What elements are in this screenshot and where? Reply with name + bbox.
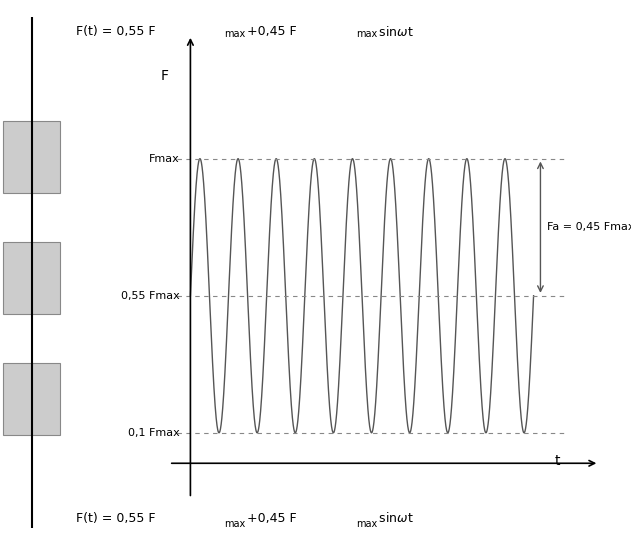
Text: sin$\omega$t: sin$\omega$t <box>375 25 415 39</box>
Text: max: max <box>357 29 378 38</box>
Text: +0,45 F: +0,45 F <box>243 25 297 38</box>
Text: max: max <box>224 519 245 529</box>
FancyBboxPatch shape <box>3 242 60 314</box>
Text: 0,1 Fmax: 0,1 Fmax <box>128 428 180 438</box>
Text: F(t) = 0,55 F: F(t) = 0,55 F <box>76 512 155 525</box>
Text: Fmax: Fmax <box>150 153 180 164</box>
Text: F(t) = 0,55 F: F(t) = 0,55 F <box>76 25 155 38</box>
Text: F: F <box>161 69 169 82</box>
Text: t: t <box>554 454 560 468</box>
Text: sin$\omega$t: sin$\omega$t <box>375 512 415 525</box>
Text: max: max <box>357 519 378 529</box>
Text: max: max <box>224 29 245 38</box>
FancyBboxPatch shape <box>3 121 60 192</box>
FancyBboxPatch shape <box>3 363 60 434</box>
Text: Fa = 0,45 Fmax: Fa = 0,45 Fmax <box>547 222 631 232</box>
Text: +0,45 F: +0,45 F <box>243 512 297 525</box>
Text: 0,55 Fmax: 0,55 Fmax <box>121 291 180 301</box>
